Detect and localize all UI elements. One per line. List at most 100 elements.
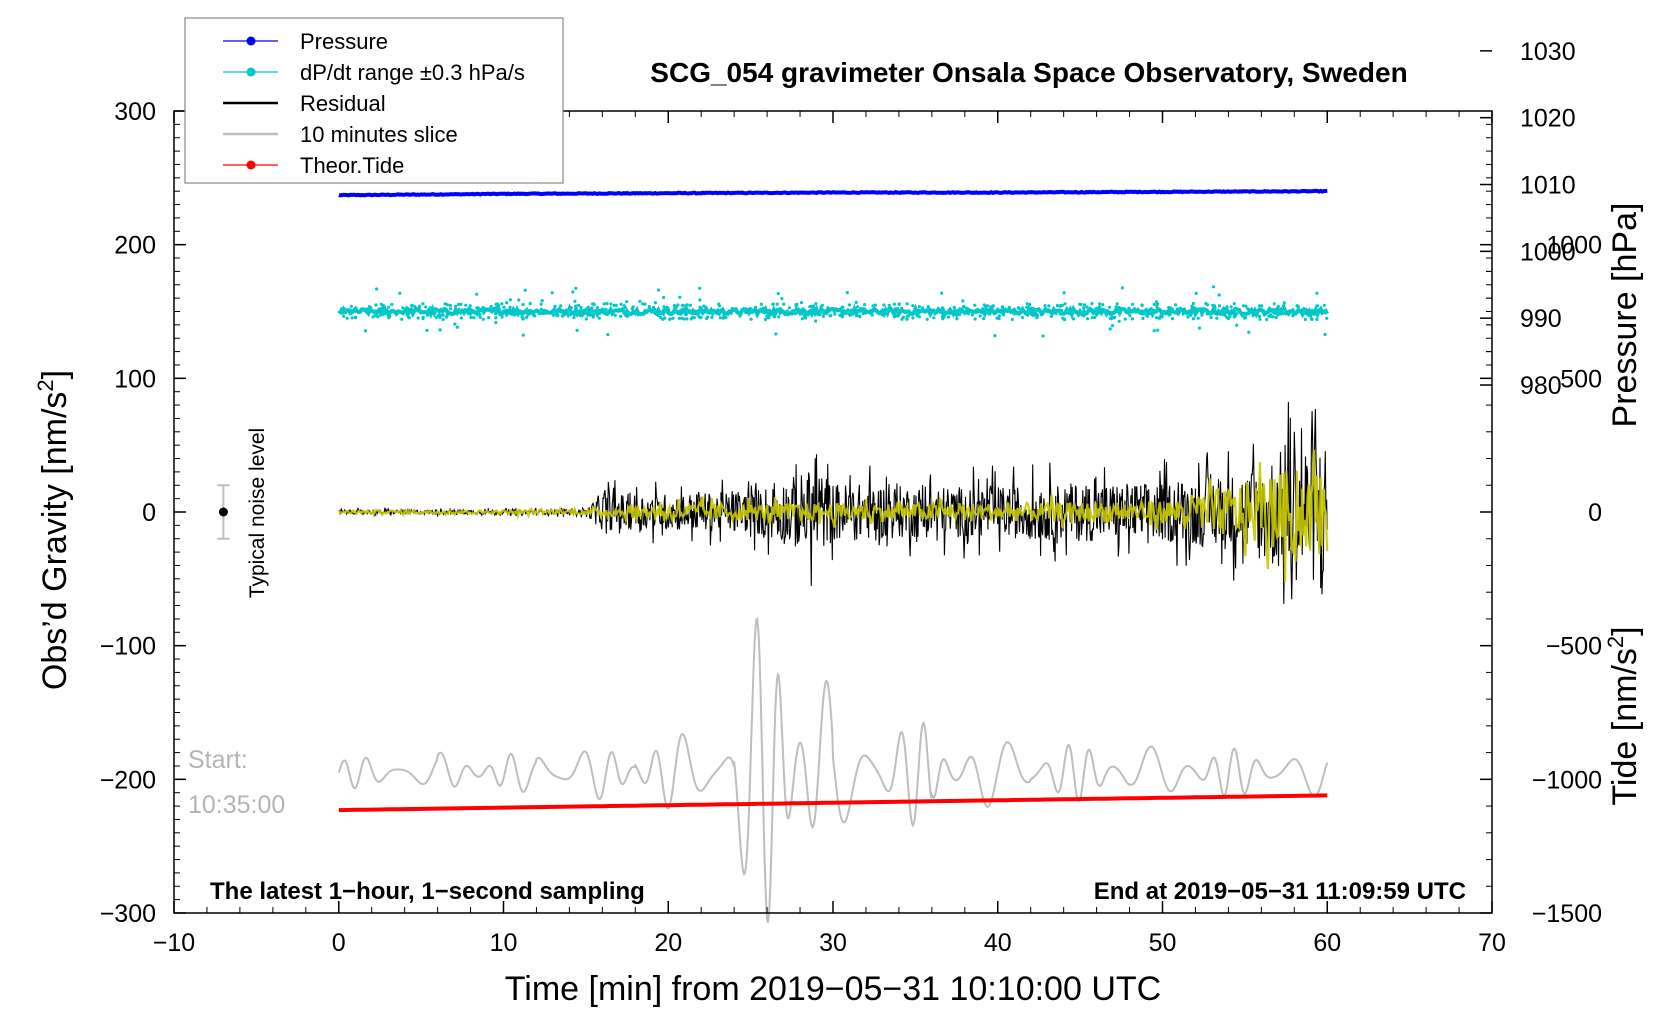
dpdt-point (635, 310, 639, 314)
y-tick-label: 200 (114, 232, 156, 260)
dpdt-point (426, 313, 430, 317)
dpdt-point (1067, 311, 1071, 316)
dpdt-point (777, 315, 781, 319)
dpdt-point (993, 311, 997, 315)
dpdt-point (1237, 307, 1241, 312)
x-tick-label: 50 (1149, 929, 1177, 957)
dpdt-point (1101, 303, 1105, 307)
pressure-tick-label: 980 (1520, 372, 1562, 400)
residual-series (338, 401, 1328, 604)
dpdt-point (710, 315, 714, 319)
dpdt-point (623, 305, 627, 310)
dpdt-point (946, 315, 951, 319)
slice-line (337, 617, 1329, 923)
y-tick-label: 300 (114, 98, 156, 126)
filtered-residual-line (338, 449, 1329, 583)
dpdt-point (1020, 315, 1024, 320)
dpdt-point (840, 315, 844, 319)
dpdt-point (605, 311, 609, 315)
tide-series (338, 793, 1328, 813)
tide-tick-label: −500 (1546, 633, 1602, 661)
dpdt-point (959, 310, 963, 314)
dpdt-point (775, 302, 779, 306)
dpdt-point (678, 312, 683, 316)
tide-tick-label: 500 (1560, 365, 1602, 393)
dpdt-point (659, 315, 663, 320)
dpdt-point (808, 305, 812, 309)
dpdt-point (463, 309, 467, 313)
legend-label: Theor.Tide (300, 153, 404, 178)
pressure-tick-label: 1010 (1520, 172, 1576, 200)
dpdt-point (822, 311, 826, 316)
dpdt-point (1224, 306, 1228, 310)
dpdt-point (421, 302, 425, 306)
dpdt-point (1320, 309, 1325, 313)
dpdt-point (494, 321, 498, 325)
dpdt-point (1232, 302, 1236, 306)
dpdt-point (438, 328, 442, 332)
dpdt-point (998, 308, 1002, 312)
dpdt-point (365, 307, 370, 311)
dpdt-point (982, 303, 986, 307)
dpdt-point (1072, 317, 1076, 321)
dpdt-point (1141, 316, 1145, 320)
dpdt-point (500, 315, 504, 319)
dpdt-point (459, 316, 463, 320)
dpdt-point (1190, 304, 1194, 308)
dpdt-point (394, 311, 398, 315)
dpdt-point (647, 305, 651, 309)
dpdt-point (805, 313, 809, 317)
dpdt-point (450, 313, 454, 317)
dpdt-point (1267, 309, 1271, 313)
dpdt-point (1128, 314, 1132, 318)
dpdt-point (653, 301, 658, 305)
dpdt-point (763, 317, 768, 322)
dpdt-point (1028, 302, 1032, 307)
dpdt-point (421, 315, 425, 319)
dpdt-point (685, 317, 689, 321)
dpdt-point (793, 312, 797, 316)
dpdt-point (1082, 309, 1086, 313)
dpdt-point (1117, 306, 1121, 310)
y-axis-title-pressure: Pressure [hPa] (1606, 203, 1644, 428)
dpdt-point (515, 307, 519, 311)
dpdt-point (1047, 304, 1051, 308)
dpdt-point (598, 311, 602, 315)
dpdt-point (591, 313, 596, 317)
dpdt-point (494, 316, 498, 320)
dpdt-point (573, 299, 577, 303)
dpdt-point (1108, 327, 1112, 331)
dpdt-point (572, 315, 576, 320)
dpdt-point (880, 313, 884, 317)
dpdt-point (1215, 316, 1219, 320)
dpdt-point (934, 310, 938, 314)
dpdt-point (684, 312, 688, 317)
dpdt-point (469, 315, 473, 320)
dpdt-point (1120, 286, 1124, 290)
dpdt-point (1243, 316, 1247, 320)
dpdt-point (954, 313, 959, 317)
dpdt-point (525, 315, 529, 319)
dpdt-point (378, 313, 383, 317)
dpdt-point (528, 311, 532, 315)
dpdt-point (826, 309, 831, 313)
dpdt-point (1063, 302, 1067, 306)
dpdt-point (782, 302, 786, 306)
dpdt-point (905, 302, 909, 306)
dpdt-point (1140, 309, 1144, 314)
dpdt-point (574, 286, 578, 290)
dpdt-point (747, 310, 751, 315)
dpdt-point (997, 314, 1001, 318)
dpdt-point (892, 302, 897, 306)
dpdt-point (1082, 306, 1086, 310)
dpdt-point (768, 308, 772, 312)
dpdt-point (1127, 306, 1131, 310)
dpdt-point (1225, 315, 1229, 319)
dpdt-point (819, 307, 823, 311)
dpdt-point (1157, 316, 1161, 320)
slice-series (337, 617, 1329, 923)
x-tick-label: −10 (153, 929, 195, 957)
dpdt-point (428, 306, 432, 310)
dpdt-point (497, 309, 501, 313)
dpdt-point (1182, 307, 1187, 311)
